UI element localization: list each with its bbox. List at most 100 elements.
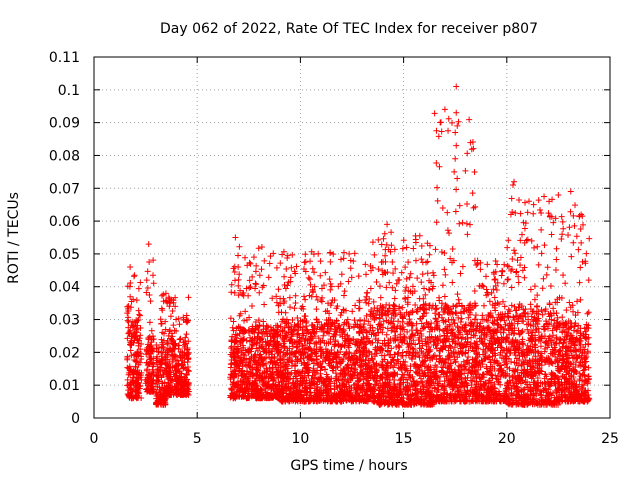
data-point — [438, 128, 445, 135]
data-point — [228, 343, 235, 350]
data-point — [125, 369, 132, 376]
data-point — [309, 351, 316, 358]
data-point — [298, 335, 305, 342]
data-point — [400, 315, 407, 322]
data-point — [355, 273, 362, 280]
data-point — [159, 292, 166, 299]
data-point — [232, 331, 239, 338]
data-point — [354, 371, 361, 378]
data-point — [306, 381, 313, 388]
data-point — [274, 344, 281, 351]
data-point — [381, 269, 388, 276]
data-point — [174, 367, 181, 374]
data-point — [231, 277, 238, 284]
data-point — [291, 321, 298, 328]
data-point — [424, 384, 431, 391]
data-point — [427, 338, 434, 345]
data-point — [306, 397, 313, 404]
data-point — [153, 345, 160, 352]
data-point — [273, 293, 280, 300]
data-point — [376, 315, 383, 322]
data-point — [353, 398, 360, 405]
data-point — [341, 384, 348, 391]
data-point — [426, 334, 433, 341]
data-point — [383, 284, 390, 291]
data-point — [180, 365, 187, 372]
data-point — [290, 331, 297, 338]
data-point — [160, 345, 167, 352]
data-point — [289, 251, 296, 258]
data-point — [436, 163, 443, 170]
data-point — [292, 292, 299, 299]
data-point — [127, 380, 134, 387]
data-point — [333, 317, 340, 324]
data-point — [286, 294, 293, 301]
data-point — [397, 322, 404, 329]
data-point — [259, 394, 266, 401]
data-point — [410, 245, 417, 252]
data-point — [406, 274, 413, 281]
data-point — [303, 377, 310, 384]
data-point — [359, 329, 366, 336]
data-point — [277, 260, 284, 267]
data-point — [278, 383, 285, 390]
data-point — [124, 353, 131, 360]
data-point — [159, 372, 166, 379]
data-point — [464, 231, 471, 238]
data-point — [227, 376, 234, 383]
data-point — [420, 301, 427, 308]
data-point — [251, 329, 258, 336]
data-point — [253, 339, 260, 346]
data-point — [286, 392, 293, 399]
data-point — [313, 328, 320, 335]
data-point — [414, 394, 421, 401]
data-point — [275, 286, 282, 293]
data-point — [343, 381, 350, 388]
data-point — [418, 256, 425, 263]
data-point — [389, 284, 396, 291]
data-point — [405, 287, 412, 294]
data-point — [282, 320, 289, 327]
data-point — [383, 317, 390, 324]
data-point — [406, 316, 413, 323]
data-point — [308, 293, 315, 300]
data-point — [311, 325, 318, 332]
data-point — [356, 299, 363, 306]
data-point — [243, 316, 250, 323]
data-point — [364, 362, 371, 369]
data-point — [318, 374, 325, 381]
data-point — [176, 321, 183, 328]
data-point — [260, 282, 267, 289]
data-point — [307, 258, 314, 265]
data-point — [402, 296, 409, 303]
data-point — [425, 347, 432, 354]
data-point — [320, 378, 327, 385]
data-point — [491, 294, 498, 301]
data-point — [345, 278, 352, 285]
data-point — [393, 392, 400, 399]
data-point — [236, 312, 243, 319]
data-point — [269, 341, 276, 348]
data-point — [292, 299, 299, 306]
data-point — [175, 315, 182, 322]
data-point — [293, 393, 300, 400]
data-point — [292, 339, 299, 346]
data-point — [382, 307, 389, 314]
data-point — [273, 299, 280, 306]
data-point — [283, 350, 290, 357]
data-point — [374, 394, 381, 401]
data-point — [374, 307, 381, 314]
data-point — [175, 360, 182, 367]
data-point — [280, 389, 287, 396]
data-point — [500, 280, 507, 287]
data-point — [392, 386, 399, 393]
data-point — [325, 330, 332, 337]
data-point — [303, 362, 310, 369]
data-point — [163, 382, 170, 389]
data-point — [399, 245, 406, 252]
data-point — [365, 318, 372, 325]
data-point — [269, 360, 276, 367]
data-point — [374, 372, 381, 379]
data-point — [391, 295, 398, 302]
data-point — [347, 265, 354, 272]
